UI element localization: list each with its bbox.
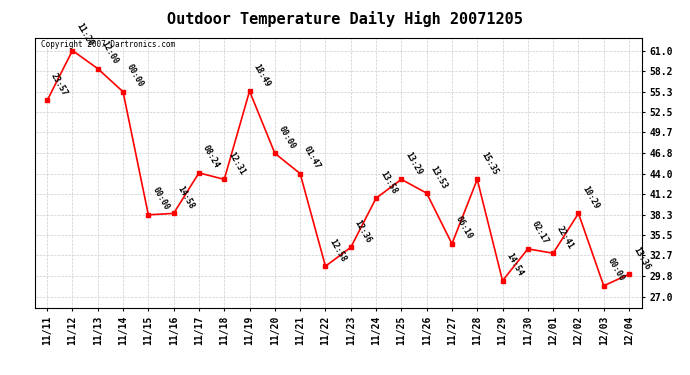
Text: 11:20: 11:20 [75,21,95,48]
Text: 15:35: 15:35 [480,150,500,177]
Text: 12:58: 12:58 [328,237,348,263]
Text: 00:00: 00:00 [277,124,297,150]
Text: 00:00: 00:00 [606,257,626,283]
Text: 00:00: 00:00 [150,186,170,212]
Text: 13:36: 13:36 [631,245,651,271]
Text: 06:10: 06:10 [454,215,474,241]
Text: 18:49: 18:49 [252,62,272,88]
Text: Copyright 2007 Dartronics.com: Copyright 2007 Dartronics.com [41,40,175,49]
Text: 14:54: 14:54 [504,252,525,278]
Text: 13:53: 13:53 [428,164,449,190]
Text: 00:00: 00:00 [125,63,146,89]
Text: 14:58: 14:58 [176,184,196,210]
Text: 12:31: 12:31 [226,150,246,177]
Text: 13:29: 13:29 [404,150,424,177]
Text: Outdoor Temperature Daily High 20071205: Outdoor Temperature Daily High 20071205 [167,11,523,27]
Text: 22:41: 22:41 [555,224,575,251]
Text: 10:29: 10:29 [580,184,601,210]
Text: 23:57: 23:57 [49,71,70,98]
Text: 01:47: 01:47 [302,144,322,171]
Text: 02:17: 02:17 [530,220,550,246]
Text: 13:58: 13:58 [378,169,398,195]
Text: 08:24: 08:24 [201,144,221,170]
Text: 12:00: 12:00 [100,40,120,66]
Text: 12:36: 12:36 [353,218,373,244]
